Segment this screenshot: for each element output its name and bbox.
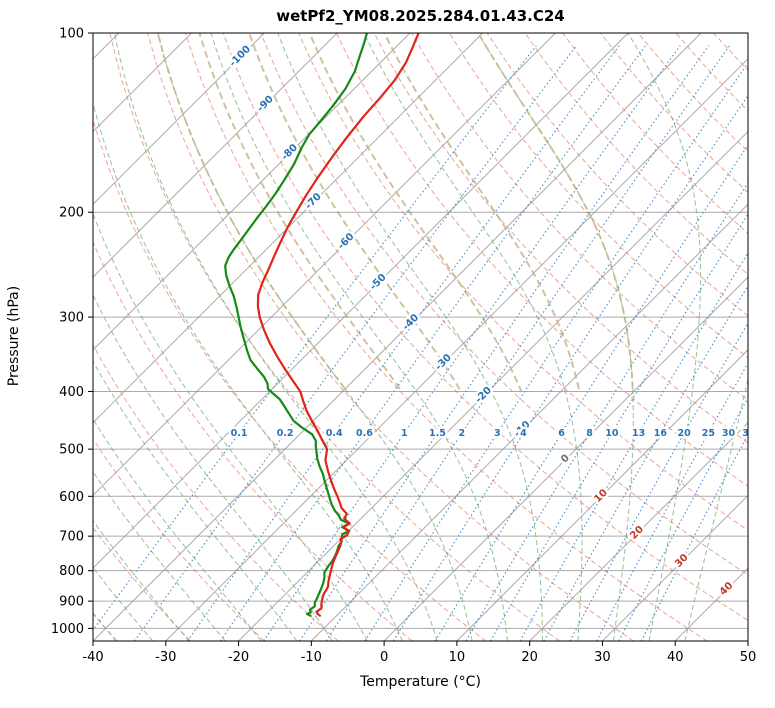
x-tick-label: 30 (594, 650, 611, 665)
grid-label: 0.2 (277, 428, 294, 439)
x-tick-label: 20 (521, 650, 538, 665)
y-tick-label: 400 (59, 385, 84, 400)
x-tick-label: -30 (155, 650, 176, 665)
grid-label: 3 (494, 428, 501, 439)
chart-title: wetPf2_YM08.2025.284.01.43.C24 (276, 7, 565, 25)
grid-label: 0.1 (231, 428, 248, 439)
grid-label: 1 (401, 428, 408, 439)
grid-label: 1.5 (429, 428, 446, 439)
plot-border (92, 32, 749, 642)
x-tick-label: 50 (740, 650, 757, 665)
grid-label: 4 (520, 428, 527, 439)
moist-adiabat-lines (93, 33, 748, 641)
y-tick-label: 100 (59, 27, 84, 42)
grid-label: 2 (458, 428, 465, 439)
grid-label: 10 (605, 428, 619, 439)
grid-label: 8 (586, 428, 593, 439)
grid-label: 25 (702, 428, 715, 439)
grid-label: 0.6 (356, 428, 373, 439)
grid-label: 13 (632, 428, 645, 439)
x-tick-label: -40 (82, 650, 103, 665)
grid-label: 36 (742, 428, 756, 439)
y-tick-label: 600 (59, 490, 84, 505)
grid-label: 30 (722, 428, 736, 439)
grid-label: 0.4 (326, 428, 343, 439)
plot-area: -100-90-80-70-60-50-40-30-20-10010203040… (93, 33, 756, 641)
dewpoint-profile-line (224, 33, 368, 617)
x-tick-label: 10 (449, 650, 466, 665)
temperature-profile-line (256, 33, 420, 617)
x-tick-label: -10 (301, 650, 322, 665)
y-tick-label: 200 (59, 206, 84, 221)
isotherm-lines (93, 33, 748, 641)
x-tick-label: 0 (380, 650, 388, 665)
grid-label: 6 (558, 428, 565, 439)
axis-ticks: -40 -30 -20 -10 0 10 20 30 40 5010020030040050060… (51, 27, 756, 666)
bold-moist-adiabat-lines (156, 33, 634, 392)
dry-adiabat-lines (93, 33, 748, 641)
y-tick-label: 900 (59, 595, 84, 610)
pressure-gridlines (93, 33, 748, 629)
y-tick-label: 700 (59, 530, 84, 545)
x-axis-label: Temperature (°C) (360, 674, 481, 690)
grid-label: 20 (678, 428, 692, 439)
mixing-ratio-lines (93, 45, 748, 641)
grid-label: 16 (654, 428, 668, 439)
y-tick-label: 500 (59, 443, 84, 458)
y-tick-label: 1000 (51, 622, 84, 637)
x-tick-label: -20 (228, 650, 249, 665)
y-tick-label: 800 (59, 564, 84, 579)
x-tick-label: 40 (667, 650, 684, 665)
y-tick-label: 300 (59, 311, 84, 326)
